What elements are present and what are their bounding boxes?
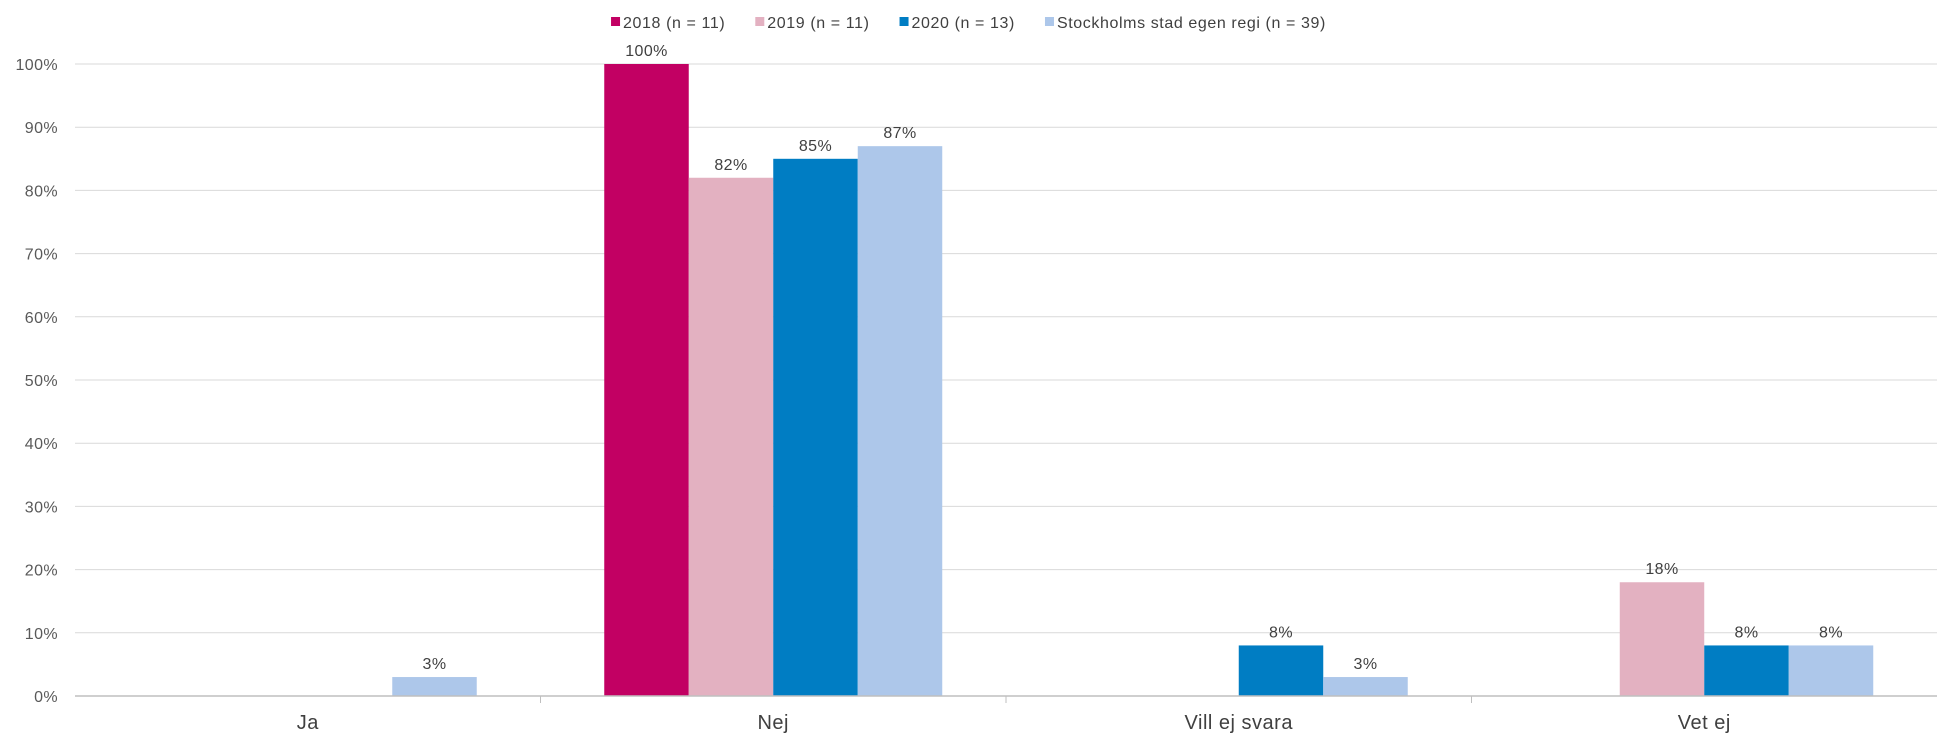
legend: 2018 (n = 11) 2019 (n = 11) 2020 (n = 13) S… — [611, 15, 1326, 32]
y-tick-label: 100% — [15, 57, 58, 74]
bar — [857, 146, 943, 696]
y-tick-label: 60% — [25, 310, 58, 327]
y-tick-label: 40% — [25, 436, 58, 453]
legend-label: 2019 (n = 11) — [767, 15, 869, 32]
legend-swatch — [611, 17, 621, 26]
y-tick-label: 80% — [25, 183, 58, 200]
bars — [392, 64, 1874, 697]
data-label: 87% — [883, 125, 916, 142]
bar — [773, 158, 858, 697]
legend-swatch — [899, 17, 909, 26]
data-label: 100% — [625, 43, 668, 60]
data-label: 3% — [1354, 656, 1378, 673]
data-label: 8% — [1819, 624, 1843, 641]
bar — [1704, 645, 1789, 696]
x-axis: Ja Nej Vill ej svara Vet ej — [75, 695, 1937, 733]
legend-label: 2020 (n = 13) — [912, 15, 1015, 32]
data-labels: 100% 82% 18% 85% 8% 8% 3% 87% 3% 8% — [423, 43, 1843, 673]
bar — [688, 177, 774, 696]
y-tick-label: 0% — [34, 689, 58, 706]
legend-label: Stockholms stad egen regi (n = 39) — [1057, 15, 1326, 32]
bar — [1619, 582, 1705, 696]
bar — [1788, 645, 1874, 696]
y-axis: 0% 10% 20% 30% 40% 50% 60% 70% 80% 90% 100% — [15, 57, 58, 706]
y-tick-label: 20% — [25, 563, 58, 580]
y-tick-label: 50% — [25, 373, 58, 390]
category-label: Ja — [297, 712, 320, 733]
y-tick-label: 10% — [25, 626, 58, 643]
bar — [604, 64, 689, 696]
data-label: 8% — [1269, 624, 1293, 641]
category-label: Vill ej svara — [1185, 712, 1294, 733]
legend-swatch — [1044, 17, 1054, 26]
bar — [392, 677, 477, 696]
legend-swatch — [755, 17, 765, 26]
data-label: 18% — [1645, 561, 1678, 578]
bar — [1238, 645, 1324, 696]
legend-label: 2018 (n = 11) — [623, 15, 725, 32]
y-tick-label: 90% — [25, 120, 58, 137]
bar — [1323, 677, 1408, 696]
category-label: Nej — [757, 712, 789, 733]
data-label: 3% — [423, 656, 447, 673]
category-label: Vet ej — [1678, 712, 1731, 733]
y-tick-label: 70% — [25, 247, 58, 264]
data-label: 82% — [714, 157, 747, 174]
gridlines — [75, 63, 1937, 634]
data-label: 85% — [799, 138, 832, 155]
y-tick-label: 30% — [25, 499, 58, 516]
data-label: 8% — [1735, 624, 1759, 641]
